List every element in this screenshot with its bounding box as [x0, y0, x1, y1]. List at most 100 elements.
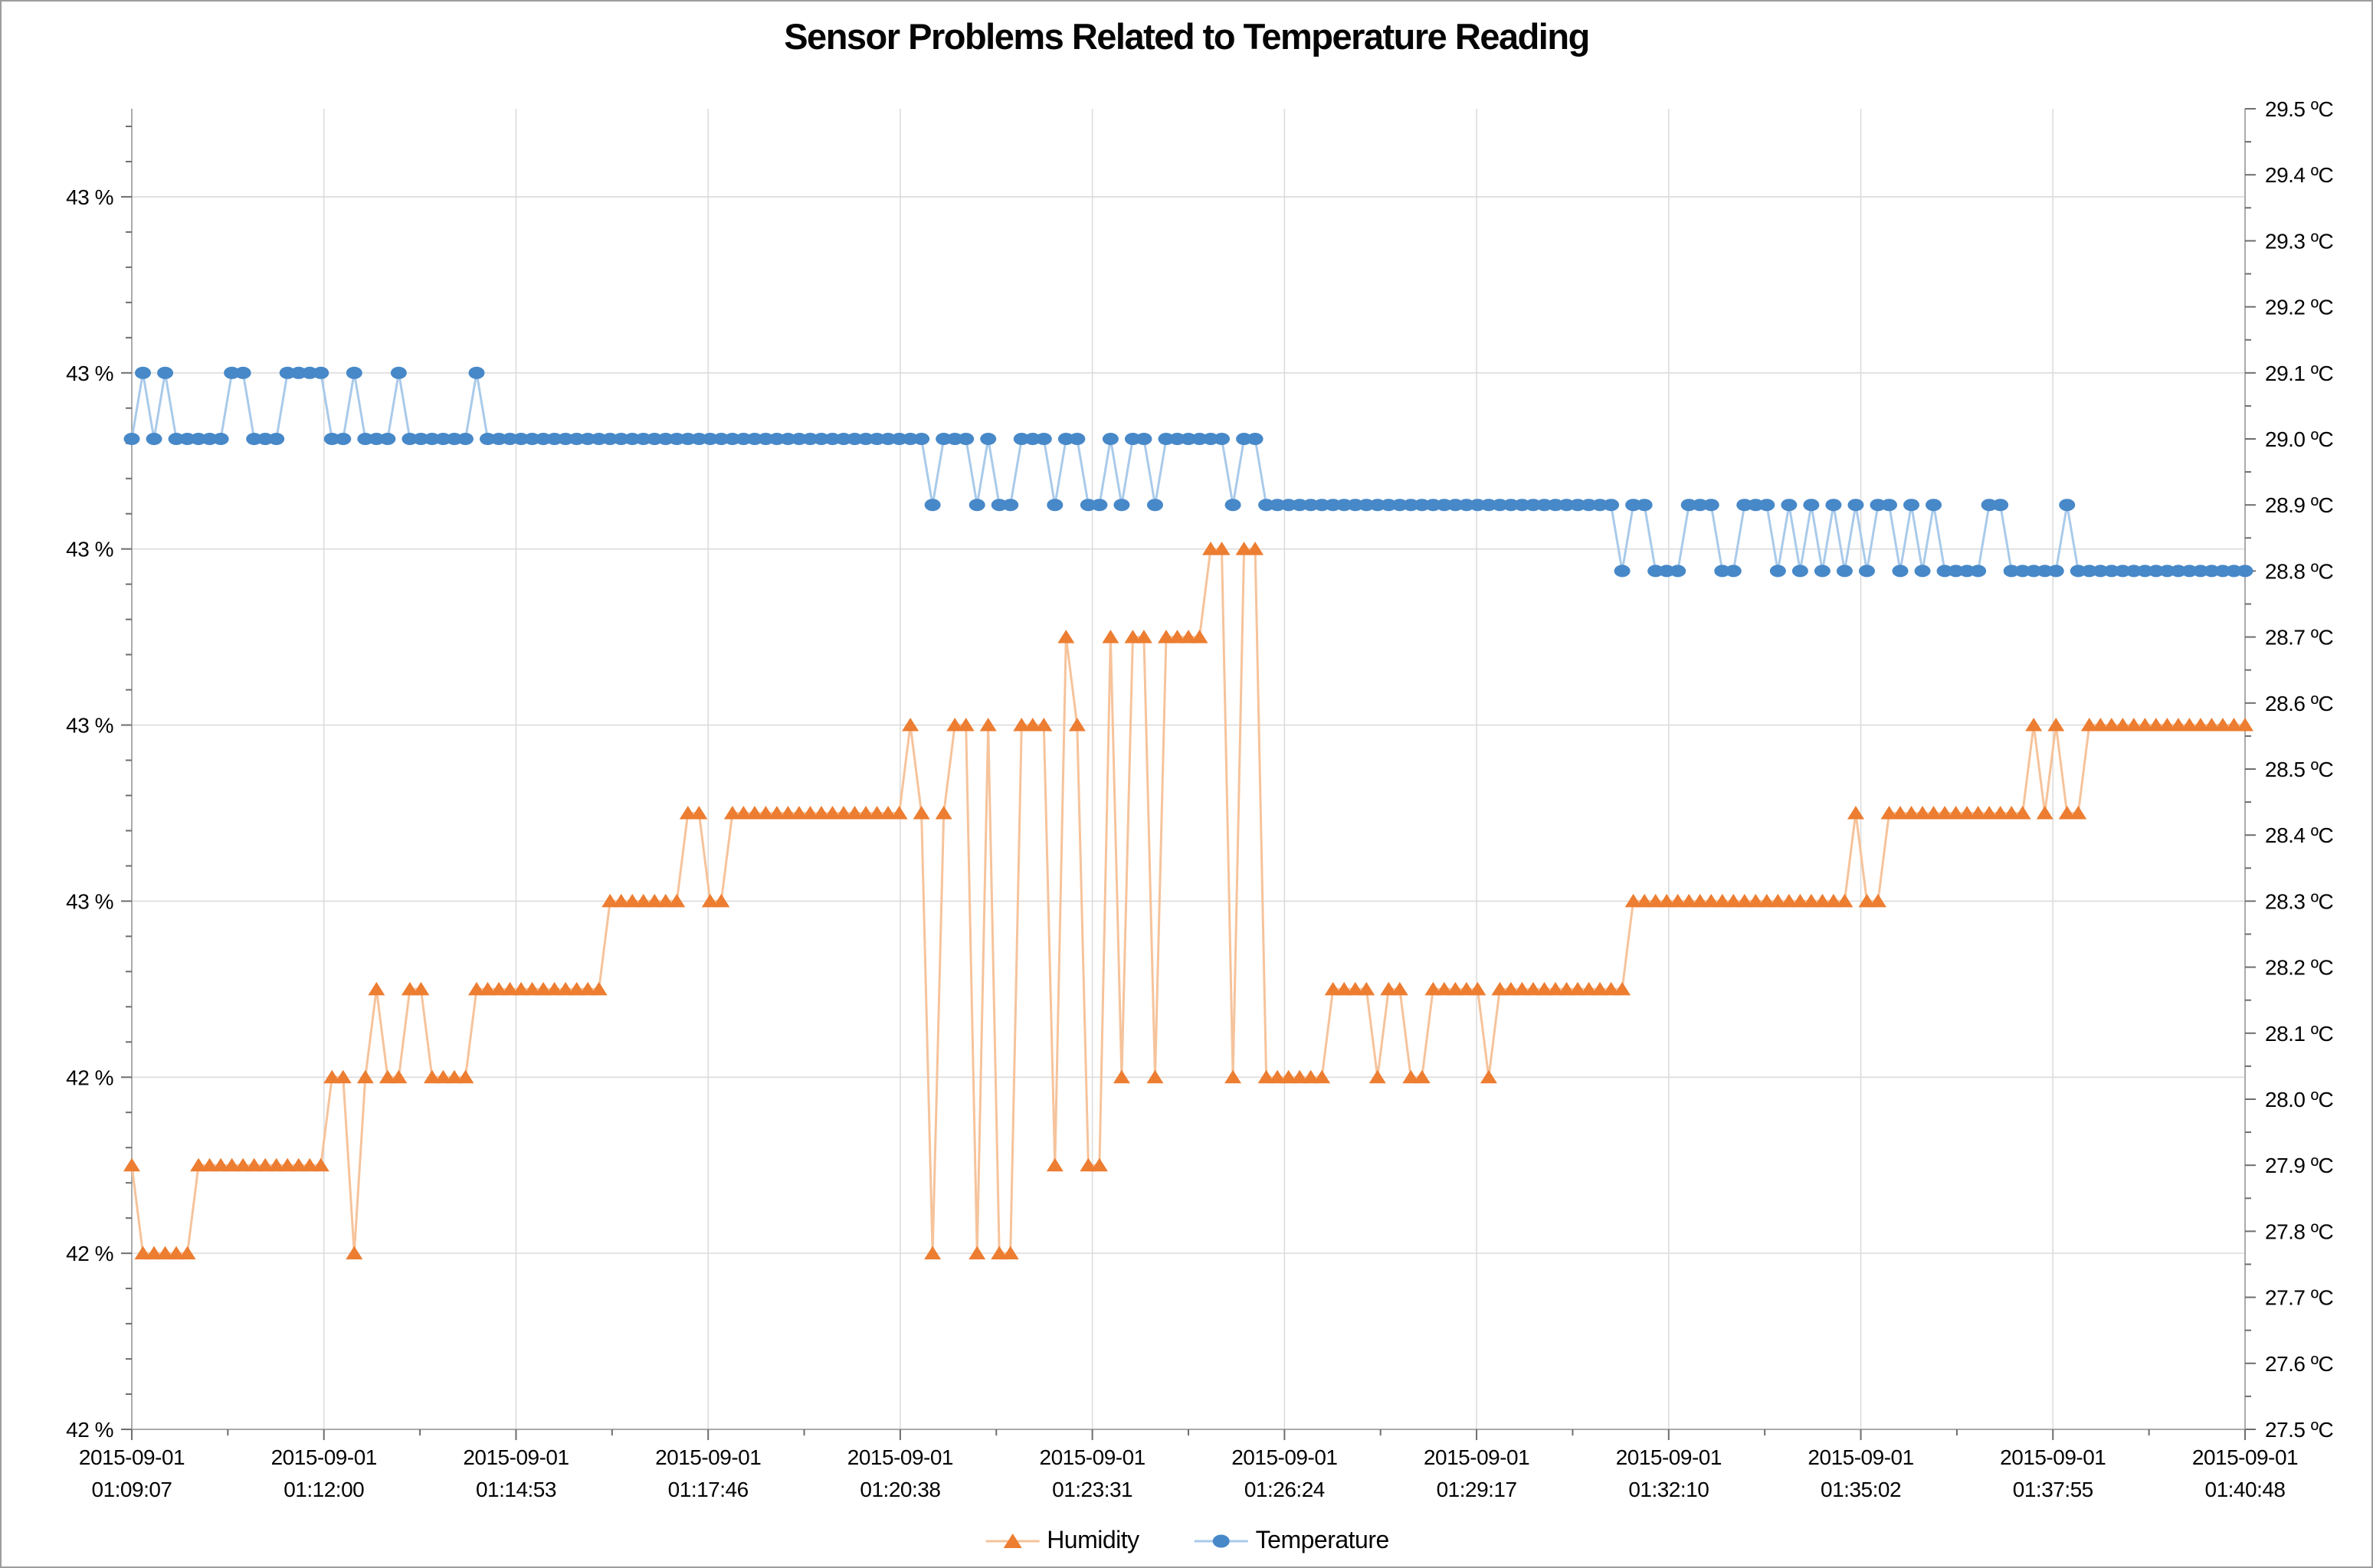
- temperature-point: [246, 433, 263, 445]
- temperature-point: [1047, 499, 1064, 512]
- temperature-point: [969, 499, 985, 512]
- humidity-point: [568, 981, 585, 996]
- temperature-point: [1124, 433, 1141, 445]
- temperature-point: [135, 366, 152, 379]
- temperature-point: [2025, 565, 2042, 578]
- humidity-point: [946, 718, 964, 732]
- temperature-point: [1680, 499, 1697, 512]
- humidity-point: [1424, 981, 1442, 996]
- temperature-point: [402, 433, 418, 445]
- temperature-point: [746, 433, 763, 445]
- humidity-point: [1647, 893, 1664, 908]
- humidity-point: [1547, 981, 1565, 996]
- temperature-point: [801, 433, 818, 445]
- humidity-point: [1602, 981, 1620, 996]
- temperature-point: [702, 433, 719, 445]
- humidity-point: [1836, 893, 1853, 908]
- temperature-point: [1914, 565, 1931, 578]
- humidity-point: [2169, 718, 2187, 732]
- humidity-point: [1090, 1157, 1108, 1172]
- humidity-point: [812, 805, 830, 820]
- temperature-point: [2047, 565, 2064, 578]
- humidity-point: [1302, 1069, 1319, 1084]
- humidity-point: [1358, 981, 1375, 996]
- humidity-point: [857, 805, 875, 820]
- temperature-point: [1836, 565, 1853, 578]
- humidity-point: [1747, 893, 1765, 908]
- temperature-point: [2203, 565, 2220, 578]
- temperature-point: [902, 433, 919, 445]
- humidity-point: [312, 1157, 329, 1172]
- right-axis-label: 27.8 ºC: [2265, 1219, 2334, 1243]
- humidity-point: [1257, 1069, 1275, 1084]
- temperature-point: [713, 433, 729, 445]
- temperature-point: [1769, 565, 1786, 578]
- humidity-point: [368, 981, 385, 996]
- humidity-point: [156, 1246, 174, 1260]
- temperature-point: [2170, 565, 2187, 578]
- humidity-point: [1624, 893, 1642, 908]
- humidity-point: [1480, 1069, 1497, 1084]
- humidity-point: [1001, 1246, 1019, 1260]
- temperature-point: [779, 433, 796, 445]
- temperature-point: [1958, 565, 1975, 578]
- temperature-point: [1870, 499, 1886, 512]
- temperature-point: [1236, 433, 1253, 445]
- left-axis-label: 42 %: [66, 1418, 113, 1442]
- humidity-point: [2214, 718, 2231, 732]
- right-axis-label: 29.2 ºC: [2265, 296, 2334, 319]
- right-axis-label: 28.1 ºC: [2265, 1022, 2334, 1046]
- humidity-point: [279, 1157, 297, 1172]
- temperature-point: [1091, 499, 1108, 512]
- temperature-point: [657, 433, 674, 445]
- temperature-point: [635, 433, 652, 445]
- temperature-point: [346, 366, 362, 379]
- humidity-point: [979, 718, 997, 732]
- humidity-point: [779, 805, 797, 820]
- humidity-point: [445, 1069, 463, 1084]
- legend-label-temperature: Temperature: [1255, 1526, 1390, 1553]
- right-axis-label: 28.4 ºC: [2265, 823, 2334, 847]
- humidity-point: [423, 1069, 441, 1084]
- temperature-point: [769, 433, 785, 445]
- x-axis-label-date: 2015-09-01: [1040, 1445, 1146, 1469]
- humidity-point: [1558, 981, 1575, 996]
- x-axis-label-date: 2015-09-01: [1808, 1445, 1913, 1469]
- temperature-point: [1202, 433, 1219, 445]
- humidity-point: [134, 1246, 152, 1260]
- temperature-point: [1513, 499, 1530, 512]
- temperature-point: [1981, 499, 1998, 512]
- humidity-point: [1191, 630, 1208, 643]
- temperature-point: [2081, 565, 2098, 578]
- humidity-point: [223, 1157, 241, 1172]
- temperature-point: [212, 433, 229, 445]
- humidity-point: [1958, 805, 1976, 820]
- left-axis-label: 42 %: [66, 1242, 113, 1265]
- temperature-point: [2003, 565, 2020, 578]
- humidity-point: [1591, 981, 1609, 996]
- temperature-point: [1224, 499, 1241, 512]
- temperature-point: [290, 366, 307, 379]
- temperature-point: [1280, 499, 1297, 512]
- temperature-point: [1614, 565, 1631, 578]
- humidity-point: [1469, 981, 1486, 996]
- legend-item-temperature: Temperature: [1193, 1526, 1389, 1554]
- humidity-point: [123, 1157, 140, 1172]
- humidity-point: [467, 981, 485, 996]
- temperature-point: [1536, 499, 1553, 512]
- humidity-point: [2203, 718, 2221, 732]
- temperature-point: [1814, 565, 1831, 578]
- humidity-point: [1858, 893, 1876, 908]
- humidity-point: [1157, 630, 1175, 643]
- humidity-point: [1914, 805, 1932, 820]
- right-axis-label: 29.1 ºC: [2265, 362, 2334, 385]
- temperature-point: [813, 433, 830, 445]
- humidity-point: [1814, 893, 1831, 908]
- temperature-point: [1258, 499, 1275, 512]
- humidity-point: [790, 805, 808, 820]
- temperature-point: [257, 433, 274, 445]
- temperature-point: [1336, 499, 1352, 512]
- humidity-point: [713, 893, 730, 908]
- humidity-point: [2025, 718, 2043, 732]
- right-axis-label: 28.3 ºC: [2265, 889, 2334, 913]
